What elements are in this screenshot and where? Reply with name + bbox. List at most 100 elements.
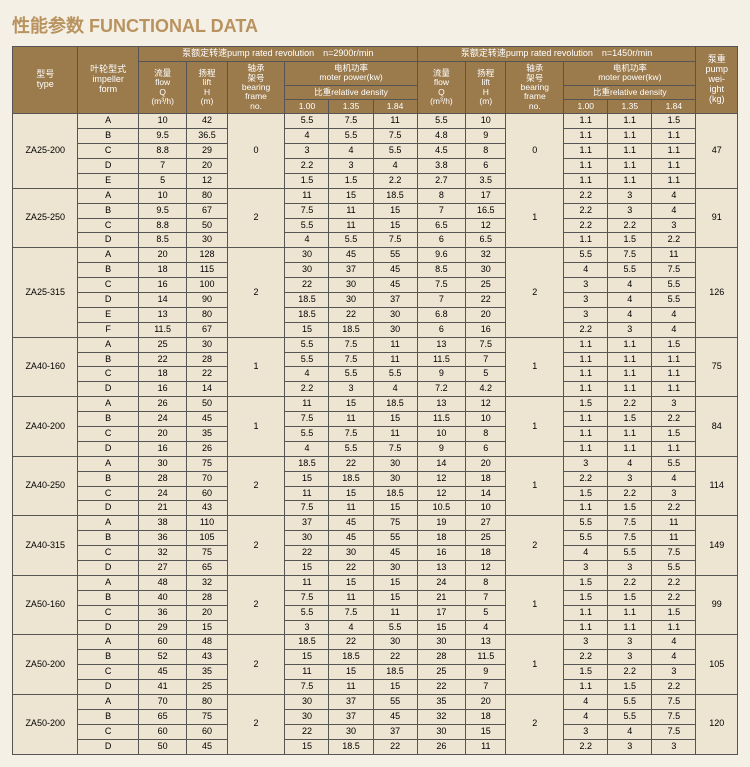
- cell-impeller: A: [78, 456, 138, 471]
- cell-lift-2: 6: [466, 441, 506, 456]
- cell-flow-1: 9.5: [138, 203, 187, 218]
- cell-power-2: 1.5: [652, 605, 696, 620]
- table-row: B52431518.5222811.52.234: [13, 650, 738, 665]
- cell-impeller: C: [78, 724, 138, 739]
- cell-power-2: 5.5: [652, 560, 696, 575]
- cell-power-1: 7.5: [285, 680, 329, 695]
- cell-flow-1: 16: [138, 278, 187, 293]
- cell-power-2: 1.5: [564, 590, 608, 605]
- table-row: ZA50-200A6048218.5223030131334105: [13, 635, 738, 650]
- cell-power-1: 11: [373, 337, 417, 352]
- cell-power-1: 5.5: [329, 441, 373, 456]
- cell-power-2: 1.5: [608, 412, 652, 427]
- cell-impeller: D: [78, 441, 138, 456]
- cell-power-1: 15: [373, 680, 417, 695]
- cell-power-2: 5.5: [608, 695, 652, 710]
- cell-flow-1: 10: [138, 114, 187, 129]
- cell-flow-1: 18: [138, 263, 187, 278]
- cell-power-2: 1.1: [564, 605, 608, 620]
- cell-power-2: 4: [652, 188, 696, 203]
- cell-lift-2: 20: [466, 307, 506, 322]
- cell-flow-1: 10: [138, 188, 187, 203]
- cell-impeller: A: [78, 635, 138, 650]
- cell-power-1: 30: [373, 471, 417, 486]
- cell-impeller: A: [78, 575, 138, 590]
- cell-power-2: 1.1: [608, 173, 652, 188]
- cell-lift-1: 60: [187, 486, 227, 501]
- cell-power-2: 2.2: [564, 650, 608, 665]
- cell-lift-1: 90: [187, 292, 227, 307]
- cell-bearing-1: 2: [227, 695, 285, 755]
- cell-bearing-1: 2: [227, 248, 285, 337]
- cell-flow-2: 12: [417, 471, 466, 486]
- cell-lift-1: 65: [187, 560, 227, 575]
- cell-power-1: 11: [285, 665, 329, 680]
- cell-flow-2: 6: [417, 322, 466, 337]
- cell-power-1: 11: [329, 590, 373, 605]
- cell-power-2: 7.5: [608, 248, 652, 263]
- cell-power-2: 1.1: [652, 441, 696, 456]
- cell-power-2: 1.1: [608, 620, 652, 635]
- cell-power-1: 18.5: [329, 739, 373, 754]
- cell-flow-2: 13: [417, 337, 466, 352]
- cell-power-1: 11: [329, 203, 373, 218]
- cell-power-2: 7.5: [652, 695, 696, 710]
- cell-power-2: 2.2: [564, 188, 608, 203]
- cell-flow-1: 45: [138, 665, 187, 680]
- cell-type: ZA40-250: [13, 456, 78, 516]
- cell-lift-1: 22: [187, 367, 227, 382]
- cell-flow-2: 30: [417, 724, 466, 739]
- cell-power-1: 15: [329, 665, 373, 680]
- cell-power-2: 3: [608, 560, 652, 575]
- cell-impeller: B: [78, 709, 138, 724]
- cell-power-2: 1.1: [608, 426, 652, 441]
- cell-lift-2: 16.5: [466, 203, 506, 218]
- cell-power-2: 4: [564, 263, 608, 278]
- table-row: C8.829345.54.581.11.11.1: [13, 144, 738, 159]
- cell-power-2: 3: [564, 560, 608, 575]
- cell-power-1: 11: [329, 412, 373, 427]
- cell-lift-1: 30: [187, 233, 227, 248]
- table-row: D21437.5111510.5101.11.52.2: [13, 501, 738, 516]
- table-row: B181153037458.53045.57.5: [13, 263, 738, 278]
- cell-lift-1: 14: [187, 382, 227, 397]
- cell-power-2: 11: [652, 248, 696, 263]
- cell-flow-2: 28: [417, 650, 466, 665]
- cell-power-1: 15: [285, 560, 329, 575]
- cell-flow-1: 65: [138, 709, 187, 724]
- cell-flow-2: 11.5: [417, 412, 466, 427]
- cell-bearing-1: 2: [227, 575, 285, 635]
- cell-power-1: 4: [373, 158, 417, 173]
- cell-power-2: 4: [564, 546, 608, 561]
- cell-bearing-1: 2: [227, 635, 285, 695]
- cell-power-2: 4: [608, 292, 652, 307]
- table-row: ZA40-160A253015.57.511137.511.11.11.575: [13, 337, 738, 352]
- cell-flow-2: 7: [417, 292, 466, 307]
- cell-power-1: 11: [373, 352, 417, 367]
- cell-power-1: 3: [329, 158, 373, 173]
- cell-flow-1: 7: [138, 158, 187, 173]
- cell-power-1: 2.2: [373, 173, 417, 188]
- cell-power-2: 1.1: [608, 114, 652, 129]
- cell-power-2: 2.2: [652, 575, 696, 590]
- cell-flow-2: 10.5: [417, 501, 466, 516]
- cell-flow-1: 38: [138, 516, 187, 531]
- cell-power-1: 30: [285, 531, 329, 546]
- cell-flow-2: 6: [417, 233, 466, 248]
- cell-lift-2: 10: [466, 412, 506, 427]
- cell-lift-2: 7.5: [466, 337, 506, 352]
- cell-flow-2: 12: [417, 486, 466, 501]
- cell-power-2: 3: [608, 471, 652, 486]
- cell-power-2: 3: [608, 635, 652, 650]
- cell-power-1: 18.5: [373, 188, 417, 203]
- cell-power-1: 18.5: [373, 665, 417, 680]
- cell-bearing-2: 2: [506, 695, 564, 755]
- cell-impeller: C: [78, 486, 138, 501]
- cell-power-1: 11: [373, 114, 417, 129]
- cell-power-1: 45: [373, 546, 417, 561]
- cell-power-1: 22: [329, 456, 373, 471]
- cell-impeller: C: [78, 367, 138, 382]
- cell-power-1: 11: [285, 486, 329, 501]
- cell-power-2: 1.5: [564, 665, 608, 680]
- cell-flow-1: 52: [138, 650, 187, 665]
